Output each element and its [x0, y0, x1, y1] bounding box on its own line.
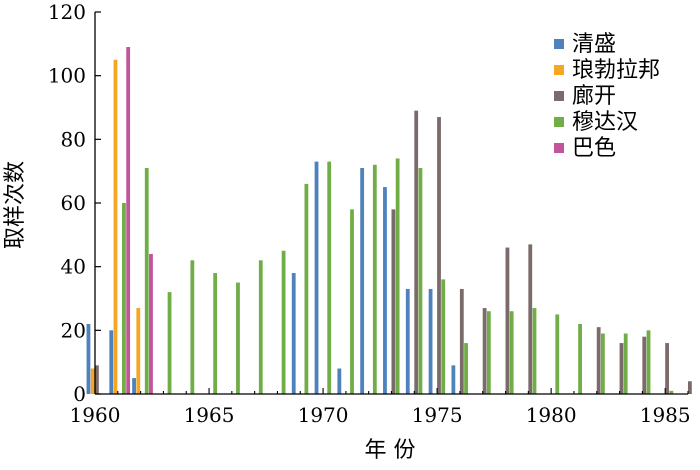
bar-3-1965 [213, 273, 218, 394]
bar-0-1970 [314, 161, 319, 394]
legend-swatch-2 [554, 91, 564, 101]
x-tick-label: 1965 [184, 403, 235, 427]
bar-3-1980 [555, 314, 560, 394]
bar-0-1962 [132, 378, 136, 394]
bar-2-1976 [459, 288, 464, 394]
bar-4-1961 [126, 47, 131, 395]
bars-group [86, 47, 692, 395]
bar-3-1973 [395, 158, 400, 394]
y-tick-label: 80 [61, 127, 86, 151]
bar-2-1979 [528, 244, 533, 394]
bar-3-1978 [509, 311, 514, 394]
x-tick-label: 1970 [298, 403, 349, 427]
bar-3-1962 [144, 167, 149, 394]
bar-0-1972 [360, 167, 365, 394]
bar-0-1973 [383, 187, 387, 394]
x-axis-label: 年 份 [365, 438, 416, 463]
x-tick-label: 1985 [640, 403, 691, 427]
bar-2-1985 [665, 343, 669, 394]
bar-3-1982 [600, 333, 605, 394]
bar-0-1971 [337, 368, 342, 394]
bar-3-1981 [578, 323, 582, 394]
x-tick-label: 1960 [70, 403, 121, 427]
legend-label-0: 清盛 [572, 32, 616, 57]
bar-0-1975 [428, 288, 433, 394]
bar-3-1977 [486, 311, 491, 394]
legend-swatch-3 [554, 117, 564, 127]
bar-3-1985 [669, 390, 674, 394]
bar-3-1975 [441, 279, 446, 394]
bar-2-1978 [505, 247, 510, 394]
bar-3-1961 [122, 203, 126, 394]
bar-3-1970 [327, 161, 332, 394]
legend-label-2: 廊开 [572, 84, 616, 109]
bar-3-1976 [464, 343, 468, 394]
bar-0-1974 [405, 288, 410, 394]
bar-3-1984 [646, 330, 651, 394]
legend-label-1: 琅勃拉邦 [572, 58, 660, 83]
legend-swatch-0 [554, 39, 564, 49]
bar-1-1962 [136, 308, 141, 394]
y-tick-label: 40 [61, 255, 86, 279]
bar-2-1982 [596, 327, 601, 394]
bar-3-1969 [304, 183, 309, 394]
bar-2-1986 [688, 381, 692, 394]
bar-3-1964 [190, 260, 195, 394]
legend-label-4: 巴色 [572, 136, 616, 161]
bar-4-1962 [149, 253, 153, 394]
ticks-group: 0 20 40 60 80 100 120 1960 1965 1970 1975 1980 1985 [48, 0, 691, 427]
bar-3-1966 [236, 282, 240, 394]
bar-3-1983 [623, 333, 628, 394]
y-tick-label: 100 [48, 64, 86, 88]
bar-2-1960 [95, 365, 99, 394]
x-tick-label: 1975 [412, 403, 463, 427]
bar-0-1976 [451, 365, 456, 394]
y-tick-label: 120 [48, 0, 86, 24]
bar-1-1960 [90, 368, 95, 394]
bar-3-1968 [281, 250, 286, 394]
y-tick-label: 0 [73, 382, 86, 406]
bar-2-1973 [391, 209, 396, 394]
bar-1-1961 [113, 59, 118, 394]
x-tick-label: 1980 [526, 403, 577, 427]
bar-3-1963 [167, 292, 172, 394]
bar-3-1979 [532, 308, 537, 394]
bar-3-1974 [418, 167, 423, 394]
y-axis-label: 取样次数 [3, 161, 28, 249]
bar-2-1974 [414, 110, 419, 395]
y-tick-label: 60 [61, 191, 86, 215]
bar-0-1961 [109, 330, 114, 394]
bar-0-1969 [291, 273, 296, 394]
legend-swatch-4 [554, 143, 564, 153]
bar-0-1960 [86, 323, 91, 394]
bar-3-1971 [350, 209, 354, 394]
bar-3-1972 [372, 164, 377, 394]
legend-label-3: 穆达汉 [572, 110, 638, 135]
legend-swatch-1 [554, 65, 564, 75]
bar-2-1983 [619, 343, 624, 394]
bar-2-1977 [482, 308, 487, 394]
y-tick-label: 20 [61, 318, 86, 342]
bar-2-1984 [642, 336, 647, 394]
bar-2-1975 [437, 117, 441, 395]
bar-3-1967 [258, 260, 263, 394]
